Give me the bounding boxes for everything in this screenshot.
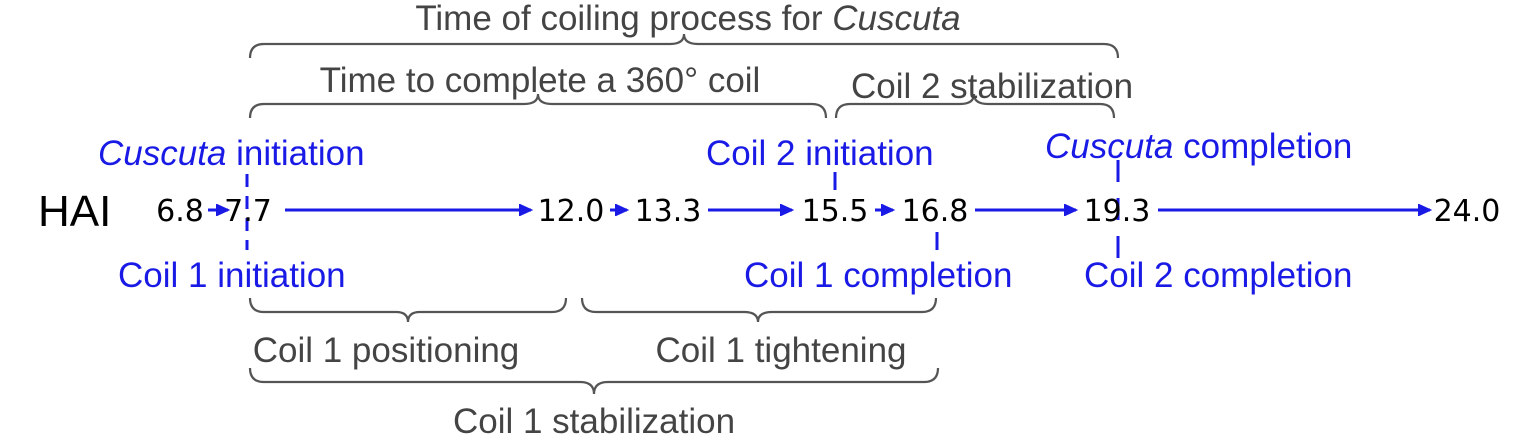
coil1-tightening-label: Coil 1 tightening: [656, 331, 907, 370]
coil1-positioning-label: Coil 1 positioning: [253, 331, 520, 370]
cuscuta-initiation-label: Cuscuta initiation: [98, 134, 365, 173]
coil2-completion-label: Coil 2 completion: [1084, 256, 1352, 295]
brace-coil1-positioning: Coil 1 positioning: [248, 297, 568, 370]
brace-coil2-stabilization: Coil 2 stabilization: [834, 67, 1133, 119]
cuscuta-completion-label: Cuscuta completion: [1045, 127, 1352, 166]
coiling-process-label: Time of coiling process for Cuscuta: [415, 0, 960, 38]
brace-complete-360: Time to complete a 360° coil: [248, 61, 828, 119]
coil1-initiation-label: Coil 1 initiation: [118, 256, 346, 295]
hai-value: 19.3: [1084, 194, 1151, 229]
brace-coil1-tightening: Coil 1 tightening: [580, 297, 938, 370]
coil1-completion-label: Coil 1 completion: [744, 256, 1012, 295]
hai-value: 7.7: [224, 194, 272, 229]
hai-value: 24.0: [1434, 194, 1501, 229]
brace-coil1-stabilization: Coil 1 stabilization: [248, 367, 940, 441]
hai-value: 15.5: [802, 194, 869, 229]
hai-axis-label: HAI: [38, 187, 111, 236]
brace-coiling-process: Time of coiling process for Cuscuta: [248, 0, 1120, 59]
hai-value: 6.8: [156, 194, 204, 229]
complete-360-label: Time to complete a 360° coil: [320, 61, 761, 100]
hai-tick-labels: 6.8 7.7 12.0 13.3 15.5 16.8 19.3 24.0: [156, 194, 1500, 229]
coil1-stabilization-label: Coil 1 stabilization: [453, 402, 735, 439]
coil2-stabilization-label: Coil 2 stabilization: [851, 67, 1133, 106]
hai-value: 12.0: [538, 194, 605, 229]
hai-value: 13.3: [635, 194, 702, 229]
hai-value: 16.8: [902, 194, 969, 229]
coil2-initiation-label: Coil 2 initiation: [706, 134, 934, 173]
